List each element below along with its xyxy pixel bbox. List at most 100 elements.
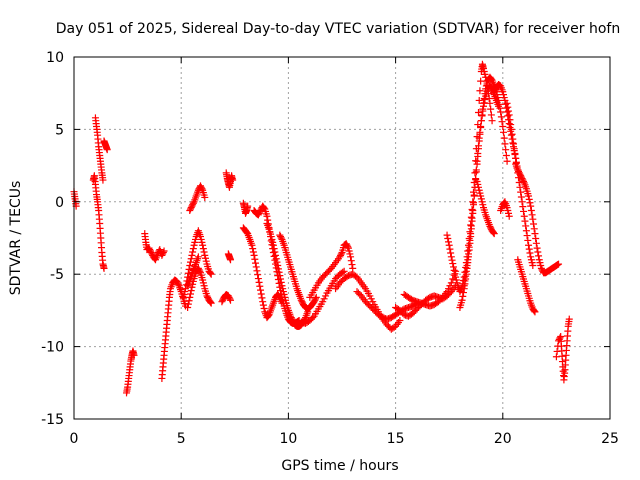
data-point	[347, 257, 355, 265]
data-point	[466, 236, 474, 244]
y-tick-label: -15	[41, 412, 64, 428]
data-point	[255, 278, 263, 286]
series-arc-01h-b	[91, 114, 107, 184]
data-point	[469, 206, 477, 214]
data-point	[451, 270, 459, 278]
data-point	[530, 225, 538, 233]
data-point	[447, 249, 455, 257]
data-point	[530, 220, 538, 228]
data-point	[226, 295, 234, 303]
data-point	[462, 267, 470, 275]
data-point	[447, 253, 455, 261]
data-point	[526, 199, 534, 207]
data-point	[207, 299, 215, 307]
data-point	[187, 255, 195, 263]
data-point	[227, 256, 235, 264]
data-point	[271, 248, 279, 256]
data-point	[475, 109, 483, 117]
data-point	[189, 199, 197, 207]
data-point	[525, 195, 533, 203]
data-point	[450, 266, 458, 274]
data-point	[184, 300, 192, 308]
data-point	[196, 267, 204, 275]
data-point	[487, 105, 495, 113]
data-point	[507, 121, 515, 129]
data-point	[449, 263, 457, 271]
data-point	[498, 118, 506, 126]
data-point	[199, 245, 207, 253]
data-point	[189, 248, 197, 256]
data-point	[500, 134, 508, 142]
data-point	[463, 262, 471, 270]
data-point	[467, 222, 475, 230]
data-point	[533, 244, 541, 252]
data-point	[227, 296, 235, 304]
data-point	[449, 260, 457, 268]
data-point	[274, 262, 282, 270]
data-point	[480, 95, 488, 103]
y-tick-label: -5	[50, 267, 64, 283]
data-point	[468, 206, 476, 214]
x-tick-label: 10	[279, 431, 297, 447]
data-point	[348, 261, 356, 269]
data-point	[189, 245, 197, 253]
data-point	[488, 117, 496, 125]
data-point	[396, 317, 404, 325]
data-point	[461, 277, 469, 285]
series-arc-10h-e	[297, 267, 348, 327]
data-point	[478, 111, 486, 119]
data-point	[467, 221, 475, 229]
data-point	[443, 231, 451, 239]
data-point	[497, 113, 505, 121]
data-point	[523, 232, 531, 240]
data-point	[186, 290, 194, 298]
data-point	[276, 272, 284, 280]
data-point	[277, 275, 285, 283]
data-point	[207, 270, 215, 278]
data-point	[495, 96, 503, 104]
data-point	[256, 282, 264, 290]
data-point	[254, 271, 262, 279]
x-axis-label: GPS time / hours	[281, 458, 398, 474]
data-point	[249, 245, 257, 253]
data-point	[187, 287, 195, 295]
data-point	[277, 278, 285, 286]
data-point	[505, 212, 513, 220]
data-point	[468, 214, 476, 222]
data-point	[519, 203, 527, 211]
data-point	[199, 241, 207, 249]
data-point	[500, 128, 508, 136]
data-point	[159, 248, 167, 256]
data-point	[312, 295, 320, 303]
data-point	[272, 255, 280, 263]
data-point	[496, 104, 504, 112]
data-point	[469, 199, 477, 207]
data-point	[529, 215, 537, 223]
data-point	[460, 282, 468, 290]
data-point	[481, 90, 489, 98]
axis-ticks: 0 5 10 15 20 25 -15 -10 -5 0 5 10	[41, 50, 619, 447]
data-point	[444, 238, 452, 246]
data-point	[475, 96, 483, 104]
data-point	[527, 202, 535, 210]
data-point	[269, 241, 277, 249]
data-point	[186, 293, 194, 301]
series-arc-19h-d	[473, 178, 498, 238]
data-point	[198, 185, 206, 193]
series-arc-09h-d	[276, 231, 320, 313]
data-point	[479, 105, 487, 113]
data-point	[495, 100, 503, 108]
series-arc-02h	[123, 347, 138, 397]
x-tick-label: 15	[387, 431, 405, 447]
series-arc-11h-f	[306, 240, 357, 301]
data-point	[504, 112, 512, 120]
chart-title: Day 051 of 2025, Sidereal Day-to-day VTE…	[56, 21, 620, 37]
data-point	[501, 140, 509, 148]
data-point	[507, 125, 515, 133]
data-point	[470, 191, 478, 199]
data-point	[253, 267, 261, 275]
data-point	[184, 304, 192, 312]
series-arc-22h	[552, 315, 573, 384]
data-point	[277, 234, 285, 242]
